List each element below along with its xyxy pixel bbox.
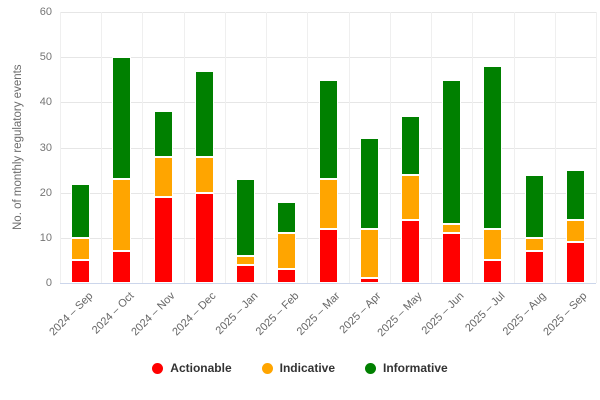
legend-item-informative[interactable]: Informative bbox=[365, 361, 448, 375]
bar-segment-actionable[interactable] bbox=[153, 197, 173, 283]
bar-segment-informative[interactable] bbox=[236, 179, 256, 256]
bar-segment-indicative[interactable] bbox=[483, 228, 503, 261]
gridline-x-boundary bbox=[224, 12, 226, 283]
x-tick-label: 2024 – Sep bbox=[46, 290, 96, 339]
gridline-x-boundary bbox=[596, 12, 597, 283]
bar-segment-actionable[interactable] bbox=[359, 278, 379, 283]
x-tick-label: 2025 – Jun bbox=[419, 290, 467, 337]
bar-segment-actionable[interactable] bbox=[236, 264, 256, 283]
x-tick-label: 2024 – Dec bbox=[170, 290, 219, 339]
x-tick-label: 2024 – Nov bbox=[129, 290, 178, 339]
bar-2024dec bbox=[194, 12, 214, 283]
bar-segment-actionable[interactable] bbox=[400, 219, 420, 283]
bar-segment-informative[interactable] bbox=[442, 79, 462, 225]
legend-label: Informative bbox=[383, 361, 448, 375]
bar-2025jan bbox=[236, 12, 256, 283]
bar-segment-indicative[interactable] bbox=[236, 255, 256, 265]
bar-segment-informative[interactable] bbox=[153, 111, 173, 157]
gridline-x-boundary bbox=[142, 12, 144, 283]
bar-segment-informative[interactable] bbox=[565, 170, 585, 220]
x-axis-line bbox=[60, 283, 596, 284]
x-tick-label: 2025 – Sep bbox=[541, 290, 590, 339]
legend-marker-icon bbox=[365, 362, 376, 374]
bar-segment-actionable[interactable] bbox=[318, 228, 338, 283]
bar-segment-indicative[interactable] bbox=[318, 179, 338, 229]
legend-marker-icon bbox=[152, 362, 164, 374]
bar-segment-indicative[interactable] bbox=[565, 219, 585, 243]
bar-segment-actionable[interactable] bbox=[112, 251, 132, 283]
gridline-x-boundary bbox=[431, 12, 433, 283]
bar-segment-informative[interactable] bbox=[400, 115, 420, 175]
bar-2025apr bbox=[359, 12, 379, 283]
bar-segment-informative[interactable] bbox=[277, 201, 297, 234]
gridline-y-50 bbox=[60, 57, 596, 59]
bar-segment-actionable[interactable] bbox=[71, 260, 91, 283]
bar-segment-indicative[interactable] bbox=[442, 224, 462, 234]
bar-segment-indicative[interactable] bbox=[277, 233, 297, 270]
bar-segment-informative[interactable] bbox=[483, 66, 503, 229]
bar-segment-actionable[interactable] bbox=[524, 251, 544, 283]
bar-segment-actionable[interactable] bbox=[483, 260, 503, 283]
x-tick-label: 2025 – Jan bbox=[213, 290, 261, 337]
bar-segment-indicative[interactable] bbox=[194, 156, 214, 193]
y-tick-label-50: 50 bbox=[39, 51, 52, 64]
y-tick-label-40: 40 bbox=[39, 96, 52, 109]
plot-area bbox=[60, 12, 597, 284]
bar-segment-actionable[interactable] bbox=[442, 233, 462, 283]
bar-segment-indicative[interactable] bbox=[112, 179, 132, 252]
bar-2025feb bbox=[277, 12, 297, 283]
y-tick-label-10: 10 bbox=[39, 231, 52, 244]
legend-label: Indicative bbox=[279, 361, 335, 375]
bar-2025jun bbox=[442, 12, 462, 283]
gridline-x-boundary bbox=[266, 12, 268, 283]
bar-segment-informative[interactable] bbox=[318, 79, 338, 180]
bar-segment-actionable[interactable] bbox=[565, 242, 585, 283]
bar-2025jul bbox=[483, 12, 503, 283]
bar-segment-actionable[interactable] bbox=[194, 192, 214, 283]
bar-segment-indicative[interactable] bbox=[400, 174, 420, 220]
bar-2025sep bbox=[565, 12, 585, 283]
bar-2024nov bbox=[153, 12, 173, 283]
bar-segment-indicative[interactable] bbox=[71, 237, 91, 261]
bar-segment-informative[interactable] bbox=[194, 70, 214, 157]
bar-2024sep bbox=[71, 12, 91, 283]
gridline-x-boundary bbox=[101, 12, 103, 283]
x-tick-label: 2025 – Feb bbox=[253, 290, 302, 338]
y-tick-label-0: 0 bbox=[45, 277, 52, 289]
x-tick-label: 2025 – Mar bbox=[294, 290, 343, 338]
gridline-x-boundary bbox=[472, 12, 474, 283]
bar-2024oct bbox=[112, 12, 132, 283]
bar-segment-informative[interactable] bbox=[71, 183, 91, 238]
bar-2025may bbox=[400, 12, 420, 283]
bar-segment-indicative[interactable] bbox=[153, 156, 173, 198]
bar-segment-actionable[interactable] bbox=[277, 269, 297, 283]
bar-segment-informative[interactable] bbox=[359, 138, 379, 229]
y-tick-label-20: 20 bbox=[39, 186, 52, 199]
legend: Actionable Indicative Informative bbox=[0, 361, 600, 375]
gridline-x-boundary bbox=[554, 12, 556, 283]
legend-marker-icon bbox=[261, 362, 273, 374]
bar-segment-informative[interactable] bbox=[524, 174, 544, 238]
gridline-x-boundary bbox=[307, 12, 309, 283]
legend-item-actionable[interactable]: Actionable bbox=[152, 361, 232, 375]
y-tick-label-60: 60 bbox=[39, 6, 52, 18]
gridline-y-60 bbox=[60, 12, 596, 13]
gridline-x-boundary bbox=[348, 12, 350, 283]
bar-2025aug bbox=[524, 12, 544, 283]
bar-segment-indicative[interactable] bbox=[524, 237, 544, 252]
bar-segment-indicative[interactable] bbox=[359, 228, 379, 279]
gridline-x-boundary bbox=[389, 12, 391, 283]
y-tick-label-30: 30 bbox=[39, 141, 52, 154]
gridline-x-boundary bbox=[60, 12, 61, 283]
bar-2025mar bbox=[318, 12, 338, 283]
legend-item-indicative[interactable]: Indicative bbox=[261, 361, 335, 375]
gridline-x-boundary bbox=[513, 12, 515, 283]
gridline-x-boundary bbox=[183, 12, 185, 283]
legend-label: Actionable bbox=[170, 361, 232, 375]
bar-segment-informative[interactable] bbox=[112, 57, 132, 180]
